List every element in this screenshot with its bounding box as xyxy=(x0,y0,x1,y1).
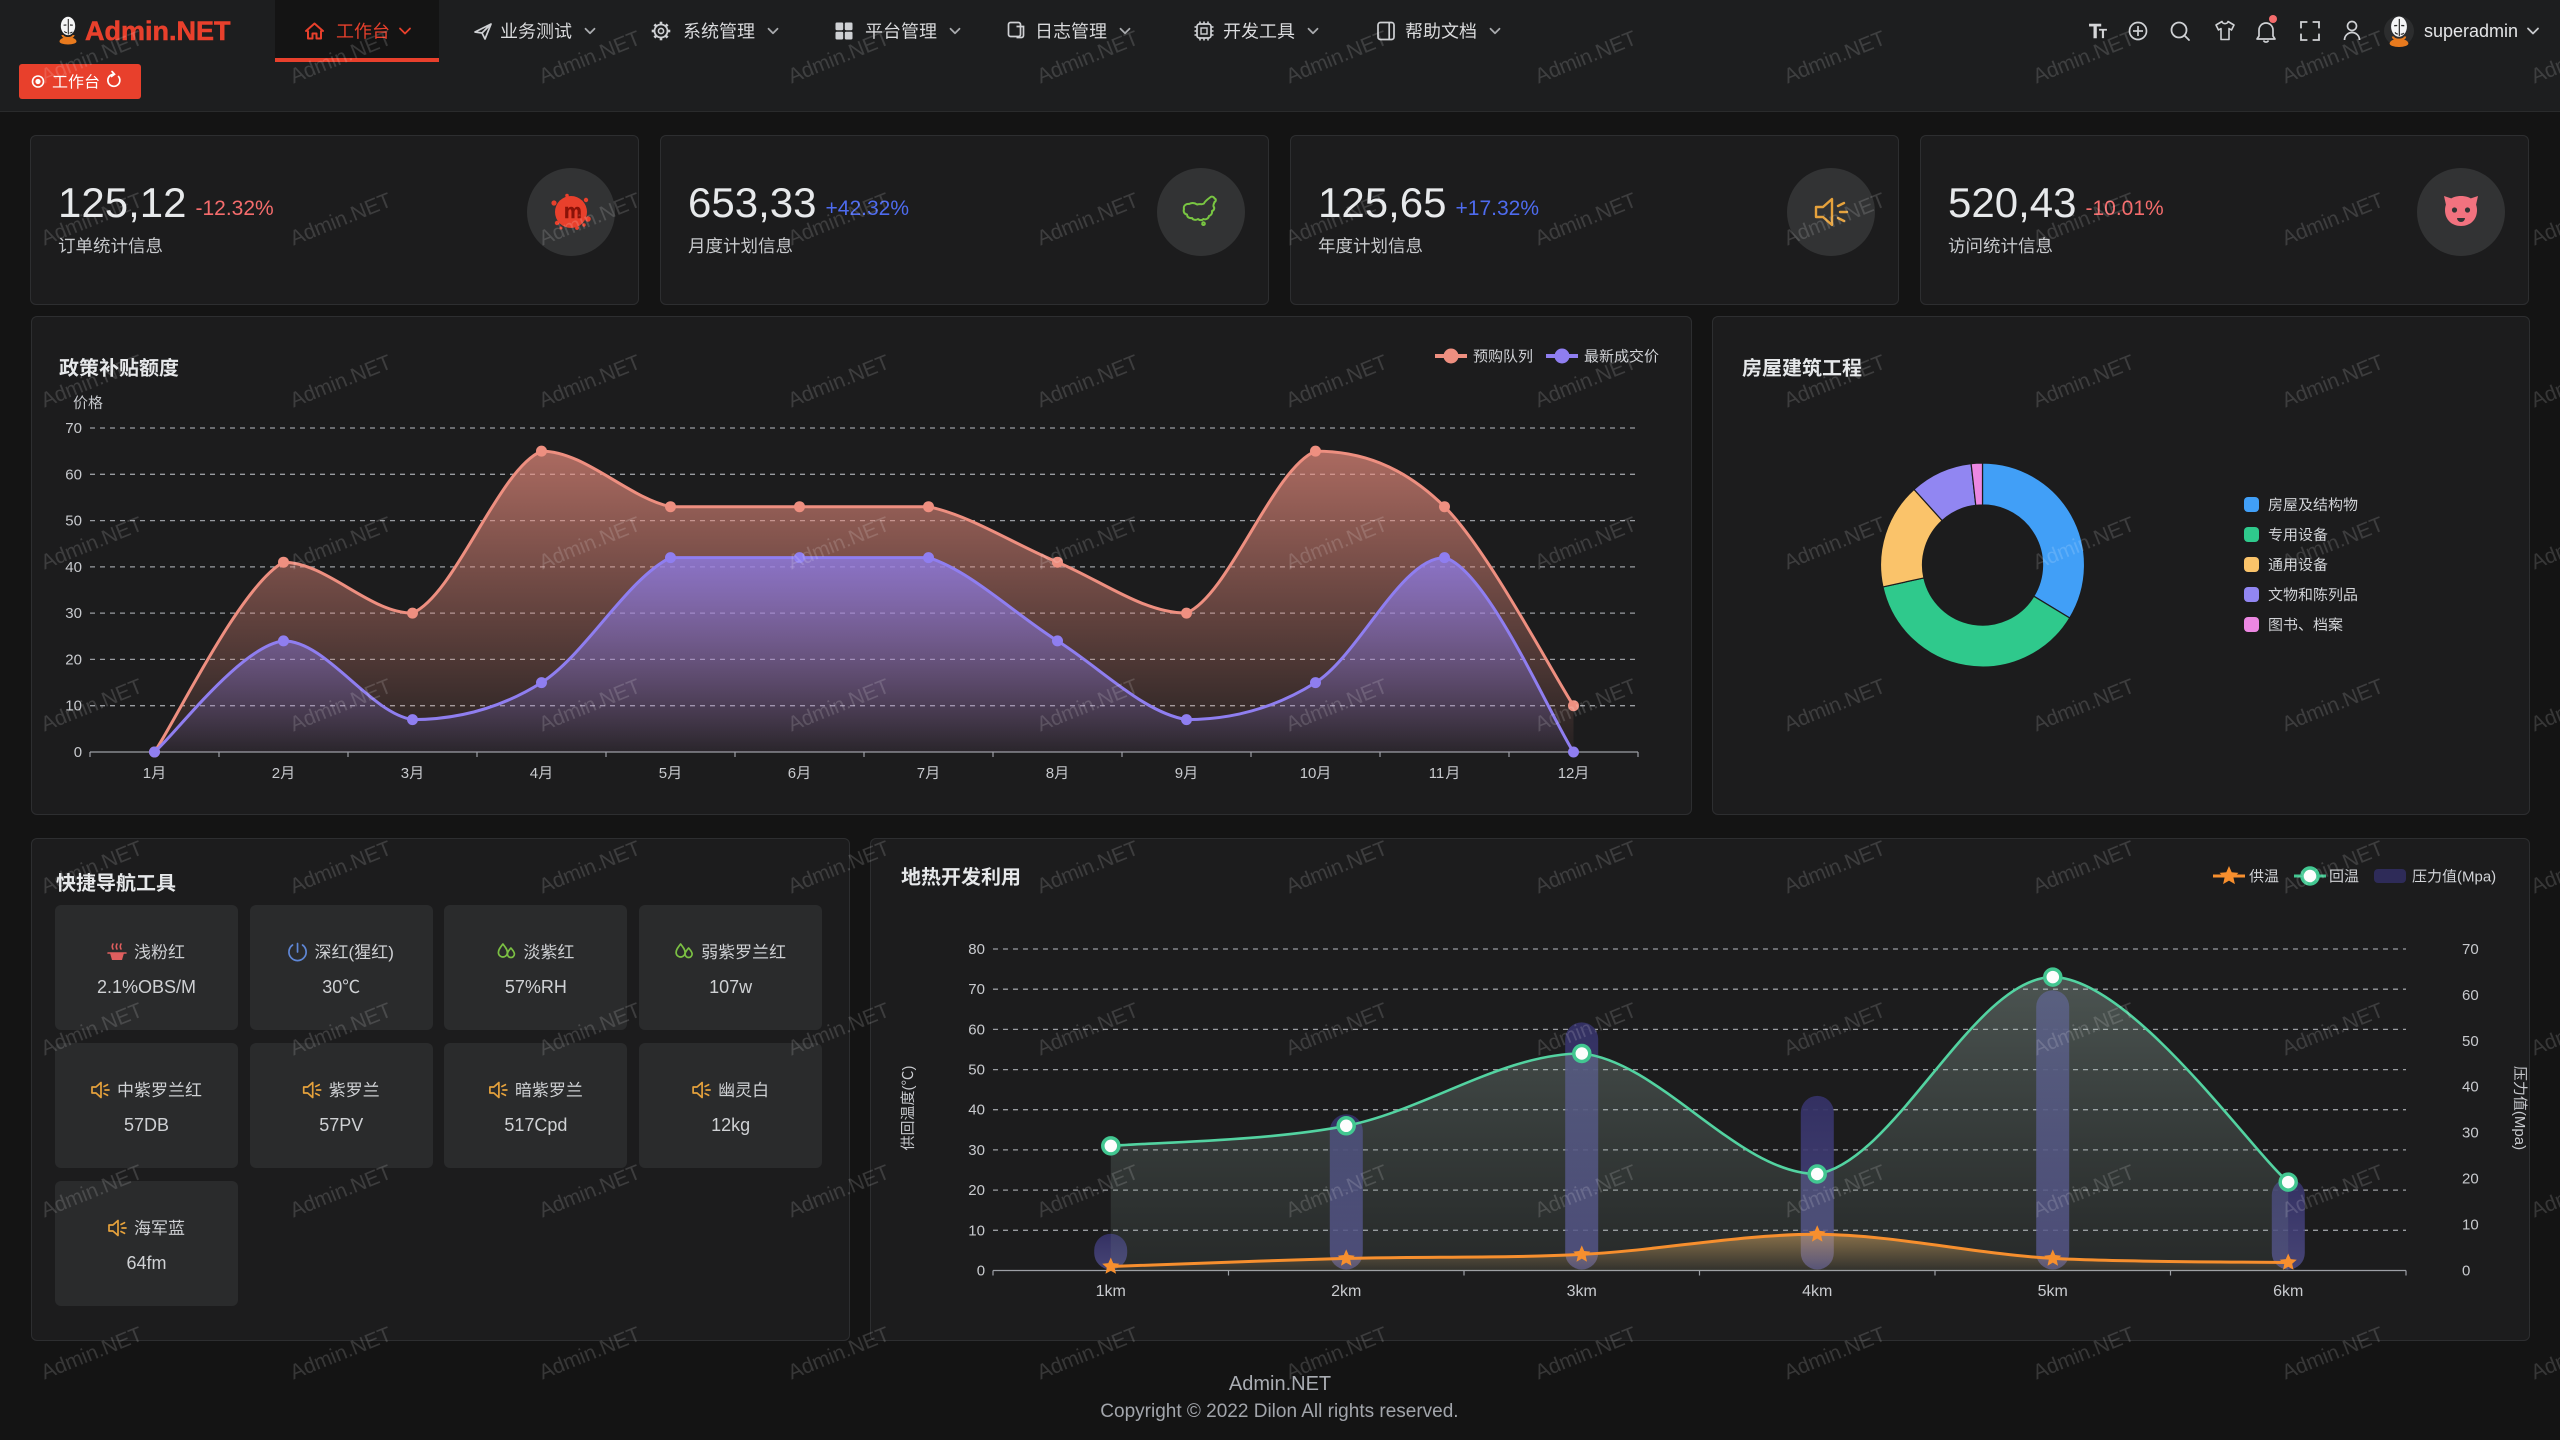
svg-text:3km: 3km xyxy=(1567,1283,1597,1300)
svg-text:): ) xyxy=(388,943,394,962)
svg-text:30: 30 xyxy=(65,605,82,622)
svg-text:653,33: 653,33 xyxy=(688,179,816,226)
svg-text:8: 8 xyxy=(1046,765,1054,782)
svg-text:3: 3 xyxy=(401,765,409,782)
svg-text:60: 60 xyxy=(2462,987,2479,1004)
svg-text:520,43: 520,43 xyxy=(1948,179,2076,226)
svg-text:11: 11 xyxy=(1429,765,1445,782)
svg-text:30: 30 xyxy=(2462,1125,2479,1142)
svg-text:-10.01%: -10.01% xyxy=(2086,197,2164,220)
svg-text:0: 0 xyxy=(977,1263,985,1280)
svg-text:9: 9 xyxy=(1175,765,1183,782)
svg-text:50: 50 xyxy=(65,513,82,530)
svg-text:+42.32%: +42.32% xyxy=(826,197,910,220)
svg-text:5: 5 xyxy=(659,765,667,782)
svg-text:30: 30 xyxy=(968,1142,985,1159)
svg-text:125,65: 125,65 xyxy=(1318,179,1446,226)
svg-text:70: 70 xyxy=(2462,941,2479,958)
svg-text:6km: 6km xyxy=(2273,1283,2303,1300)
svg-text:(Mpa): (Mpa) xyxy=(2511,1111,2528,1150)
svg-text:): ) xyxy=(900,1066,917,1071)
svg-text:2km: 2km xyxy=(1331,1283,1361,1300)
svg-text:60: 60 xyxy=(968,1021,985,1038)
svg-text:70: 70 xyxy=(968,981,985,998)
svg-text:(: ( xyxy=(349,943,355,962)
svg-text:m: m xyxy=(564,201,582,223)
svg-text:50: 50 xyxy=(968,1062,985,1079)
svg-text:30: 30 xyxy=(322,977,342,997)
svg-text:57%RH: 57%RH xyxy=(505,977,567,997)
svg-text:10: 10 xyxy=(1300,765,1317,782)
svg-text:80: 80 xyxy=(968,941,985,958)
svg-text:Copyright © 2022 Dilon All rig: Copyright © 2022 Dilon All rights reserv… xyxy=(1100,1401,1458,1422)
svg-text:57PV: 57PV xyxy=(319,1115,363,1135)
svg-text:0: 0 xyxy=(74,744,82,761)
svg-text:+17.32%: +17.32% xyxy=(1456,197,1540,220)
svg-text:10: 10 xyxy=(65,698,82,715)
svg-text:2.1%OBS/M: 2.1%OBS/M xyxy=(97,977,196,997)
svg-text:2: 2 xyxy=(272,765,280,782)
svg-text:6: 6 xyxy=(788,765,796,782)
svg-text:70: 70 xyxy=(65,420,82,437)
svg-text:125,12: 125,12 xyxy=(58,179,186,226)
svg-text:40: 40 xyxy=(968,1102,985,1119)
svg-text:T: T xyxy=(2089,21,2101,43)
svg-text:0: 0 xyxy=(2462,1263,2470,1280)
svg-text:-12.32%: -12.32% xyxy=(196,197,274,220)
svg-text:Admin.NET: Admin.NET xyxy=(1229,1373,1331,1395)
svg-text:20: 20 xyxy=(2462,1171,2479,1188)
svg-text:7: 7 xyxy=(917,765,925,782)
svg-text:50: 50 xyxy=(2462,1033,2479,1050)
svg-text:4km: 4km xyxy=(1802,1283,1832,1300)
svg-text:10: 10 xyxy=(2462,1217,2479,1234)
svg-text:1: 1 xyxy=(143,765,151,782)
svg-text:(Mpa): (Mpa) xyxy=(2457,869,2496,886)
svg-text:107w: 107w xyxy=(709,977,753,997)
svg-text:12kg: 12kg xyxy=(711,1115,750,1135)
svg-text:64fm: 64fm xyxy=(127,1253,167,1273)
svg-text:5km: 5km xyxy=(2038,1283,2068,1300)
svg-text:10: 10 xyxy=(968,1222,985,1239)
svg-text:4: 4 xyxy=(530,765,538,782)
svg-text:1km: 1km xyxy=(1096,1283,1126,1300)
svg-text:superadmin: superadmin xyxy=(2424,21,2518,41)
svg-text:20: 20 xyxy=(968,1182,985,1199)
svg-text:12: 12 xyxy=(1558,765,1575,782)
svg-text:(: ( xyxy=(900,1086,917,1091)
svg-text:Admin.NET: Admin.NET xyxy=(85,16,231,46)
svg-text:40: 40 xyxy=(65,559,82,576)
svg-text:40: 40 xyxy=(2462,1079,2479,1096)
svg-text:57DB: 57DB xyxy=(124,1115,169,1135)
svg-text:20: 20 xyxy=(65,651,82,668)
svg-text:T: T xyxy=(2099,26,2107,41)
svg-text:517Cpd: 517Cpd xyxy=(504,1115,567,1135)
svg-text:60: 60 xyxy=(65,466,82,483)
